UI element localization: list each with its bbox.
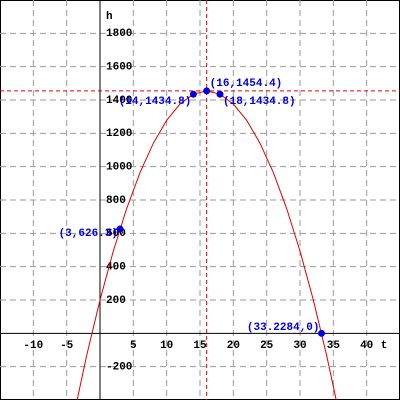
point [216, 90, 224, 98]
x-tick-label: 35 [327, 340, 341, 352]
point-label: (33.2284,0) [247, 322, 320, 334]
x-tick-label: 5 [130, 340, 137, 352]
point-label: (14,1434.8) [119, 96, 192, 108]
y-tick-label: 1000 [106, 162, 132, 174]
y-tick-label: 1400 [106, 95, 132, 107]
y-tick-label: 400 [106, 262, 126, 274]
point-label: (16,1454.4) [210, 78, 283, 90]
x-tick-label: 40 [360, 340, 373, 352]
x-tick-label: -5 [60, 340, 74, 352]
point-label: (3,626.3) [59, 228, 118, 240]
y-axis-label: h [106, 11, 113, 23]
x-tick-label: 10 [160, 340, 173, 352]
point [189, 90, 197, 98]
x-axis-label: t [381, 340, 388, 352]
y-tick-label: 1600 [106, 62, 132, 74]
point-label: (18,1434.8) [223, 96, 296, 108]
y-tick-label: 1200 [106, 128, 132, 140]
x-tick-label: -10 [23, 340, 43, 352]
x-tick-label: 15 [193, 340, 207, 352]
y-tick-label: 1800 [106, 28, 132, 40]
x-tick-label: 20 [227, 340, 240, 352]
point [116, 225, 124, 233]
point [318, 329, 326, 337]
y-tick-label: 800 [106, 195, 126, 207]
x-tick-label: 30 [293, 340, 306, 352]
x-tick-label: 25 [260, 340, 274, 352]
point [203, 87, 211, 95]
y-tick-label: 200 [106, 295, 126, 307]
y-tick-label: -200 [106, 362, 132, 374]
